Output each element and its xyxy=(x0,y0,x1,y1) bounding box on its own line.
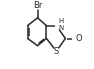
Text: Br: Br xyxy=(33,1,42,10)
Text: H: H xyxy=(58,18,64,24)
Circle shape xyxy=(73,36,78,41)
Text: O: O xyxy=(75,34,82,43)
Text: S: S xyxy=(54,47,59,56)
Circle shape xyxy=(56,22,62,29)
Text: N: N xyxy=(58,25,64,31)
Circle shape xyxy=(54,48,59,54)
Circle shape xyxy=(34,1,41,9)
